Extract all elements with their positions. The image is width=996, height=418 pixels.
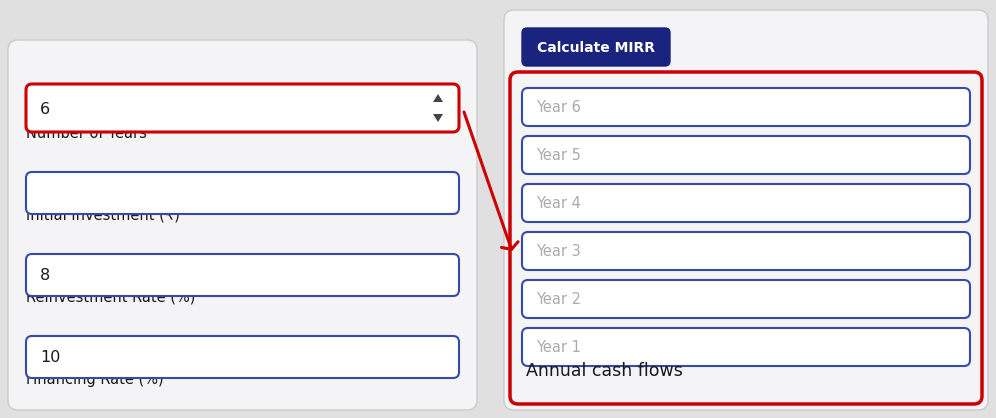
FancyBboxPatch shape bbox=[26, 172, 459, 214]
FancyBboxPatch shape bbox=[522, 136, 970, 174]
FancyBboxPatch shape bbox=[522, 88, 970, 126]
Text: Year 4: Year 4 bbox=[536, 196, 581, 212]
FancyBboxPatch shape bbox=[26, 336, 459, 378]
Text: 6: 6 bbox=[40, 102, 50, 117]
FancyBboxPatch shape bbox=[504, 10, 988, 410]
FancyBboxPatch shape bbox=[522, 328, 970, 366]
Text: Year 3: Year 3 bbox=[536, 245, 581, 260]
Text: Number of Years: Number of Years bbox=[26, 126, 146, 141]
Text: Year 5: Year 5 bbox=[536, 148, 581, 163]
FancyBboxPatch shape bbox=[522, 280, 970, 318]
Polygon shape bbox=[433, 94, 443, 102]
FancyBboxPatch shape bbox=[522, 232, 970, 270]
FancyBboxPatch shape bbox=[8, 40, 477, 410]
Text: Annual cash flows: Annual cash flows bbox=[526, 362, 683, 380]
Text: Reinvestment Rate (%): Reinvestment Rate (%) bbox=[26, 290, 195, 305]
Text: Financing Rate (%): Financing Rate (%) bbox=[26, 372, 163, 387]
FancyBboxPatch shape bbox=[26, 254, 459, 296]
Text: Initial Investment (₹): Initial Investment (₹) bbox=[26, 208, 180, 223]
Polygon shape bbox=[433, 114, 443, 122]
Text: Year 6: Year 6 bbox=[536, 100, 581, 115]
Text: 10: 10 bbox=[40, 351, 61, 365]
Text: 8: 8 bbox=[40, 268, 50, 283]
Text: Year 2: Year 2 bbox=[536, 293, 581, 308]
Text: Calculate MIRR: Calculate MIRR bbox=[537, 41, 655, 55]
FancyBboxPatch shape bbox=[26, 84, 459, 132]
Text: Year 1: Year 1 bbox=[536, 341, 581, 355]
FancyBboxPatch shape bbox=[522, 28, 670, 66]
FancyBboxPatch shape bbox=[522, 184, 970, 222]
